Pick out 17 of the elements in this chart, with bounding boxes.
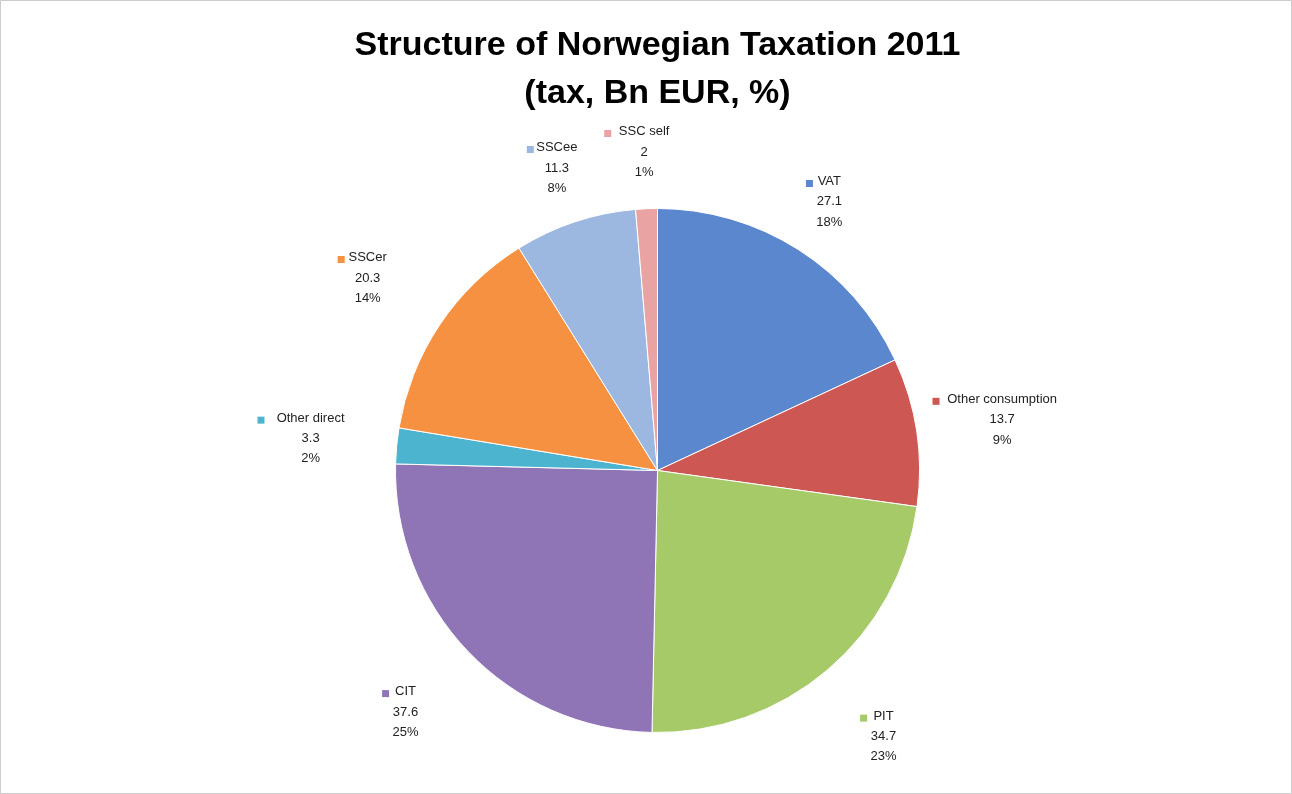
data-label: 2 1% (634, 143, 654, 179)
data-label: 3.3 2% (301, 430, 321, 466)
legend-label: SSCee (536, 139, 578, 155)
data-label: 13.7 9% (989, 411, 1015, 447)
legend-label: Other direct (276, 409, 345, 425)
data-label: 27.1 18% (816, 193, 843, 229)
legend-label: SSC self (618, 123, 670, 139)
legend-label: Other consumption (947, 391, 1058, 407)
data-label: 11.3 8% (544, 159, 569, 195)
legend-label: CIT (395, 683, 417, 699)
data-label: 34.7 23% (870, 728, 897, 764)
legend-label: VAT (817, 173, 842, 189)
chart-title: Structure of Norwegian Taxation 2011 (tax, Bn EUR, %) (354, 23, 961, 110)
data-label: 20.3 14% (354, 269, 382, 305)
legend-label: PIT (873, 707, 894, 723)
legend-label: SSCer (348, 249, 388, 265)
data-label: 37.6 25% (392, 703, 419, 739)
